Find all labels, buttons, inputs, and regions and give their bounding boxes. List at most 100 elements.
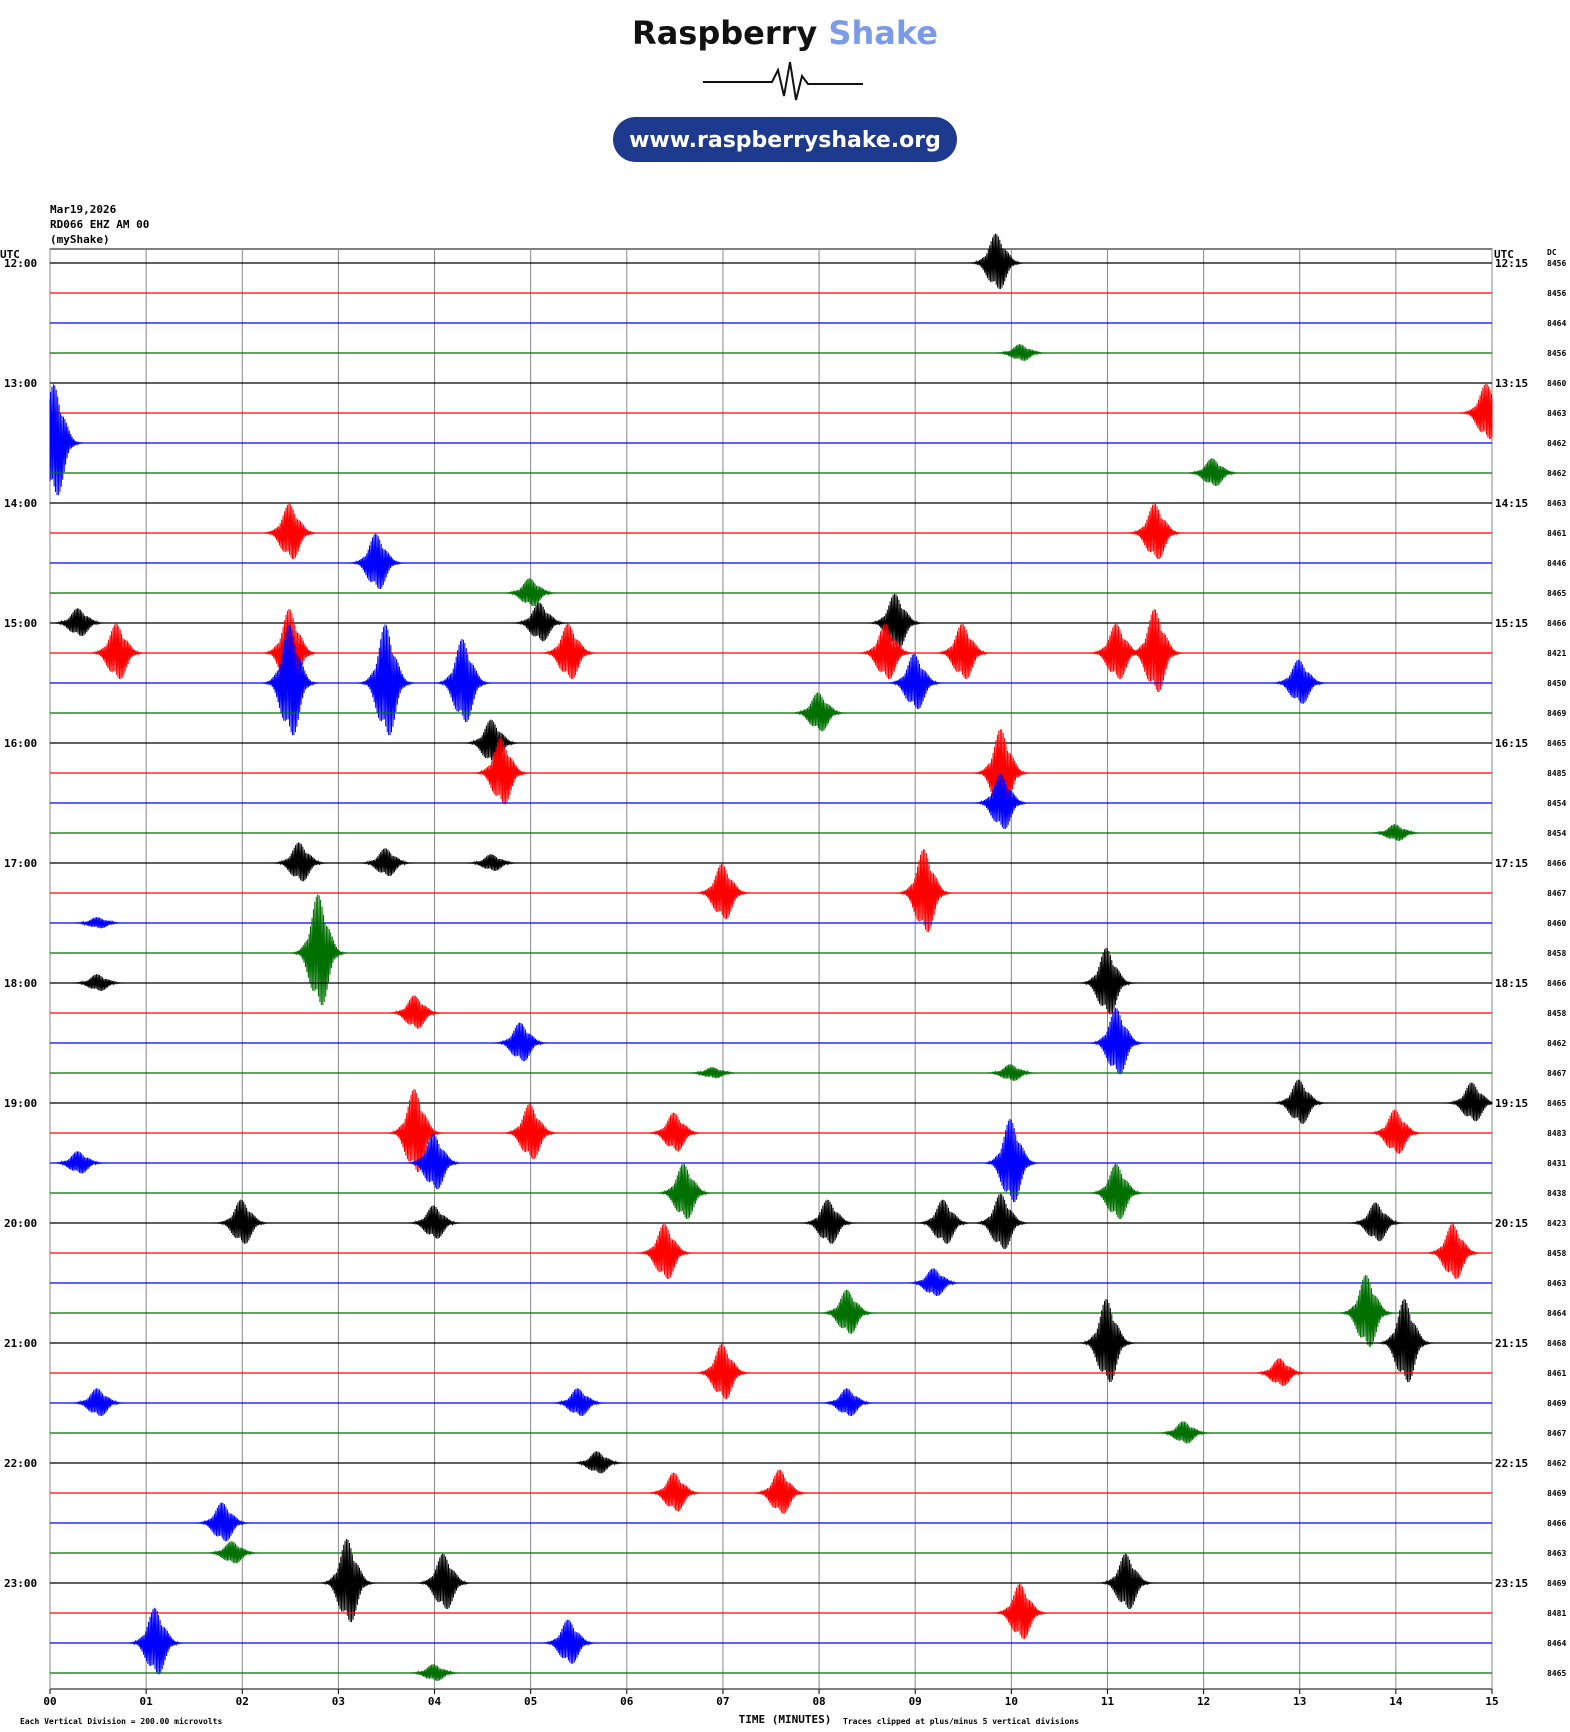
seismic-burst	[290, 894, 349, 1006]
seismic-burst	[1078, 1298, 1137, 1383]
x-tick-label: 09	[909, 1695, 922, 1708]
x-tick-label: 02	[236, 1695, 249, 1708]
dc-value: 8423	[1547, 1219, 1566, 1228]
seismic-burst	[694, 1343, 752, 1400]
seismic-burst	[982, 1118, 1041, 1203]
seismic-burst	[1251, 1358, 1310, 1387]
dc-value: 8438	[1547, 1189, 1566, 1198]
dc-value: 8463	[1547, 1279, 1566, 1288]
seismic-burst	[1424, 1223, 1483, 1280]
time-label-left: 20:00	[4, 1217, 37, 1230]
time-label-left: 21:00	[4, 1337, 37, 1350]
seismic-burst	[905, 1268, 964, 1297]
seismic-burst	[1097, 1553, 1156, 1610]
dc-value: 8465	[1547, 1099, 1566, 1108]
dc-value: 8468	[1547, 1339, 1566, 1348]
seismic-burst	[1367, 824, 1425, 841]
seismic-burst	[319, 1538, 378, 1623]
time-label-left: 23:00	[4, 1577, 37, 1590]
seismic-burst	[213, 1199, 272, 1244]
dc-value: 8460	[1547, 919, 1566, 928]
seismic-burst	[819, 1289, 877, 1334]
dc-value: 8464	[1547, 1639, 1566, 1648]
utc-left: UTC	[0, 248, 20, 261]
seismic-burst	[934, 623, 993, 680]
note-left: Each Vertical Division = 200.00 microvol…	[20, 1716, 222, 1726]
seismic-burst	[540, 623, 599, 680]
seismic-burst	[895, 848, 954, 933]
note-right: Traces clipped at plus/minus 5 vertical …	[843, 1716, 1079, 1726]
x-tick-label: 12	[1197, 1695, 1210, 1708]
seismic-burst	[357, 624, 416, 736]
seismic-burst	[69, 917, 127, 929]
dc-value: 8483	[1547, 1129, 1566, 1138]
dc-value: 8485	[1547, 769, 1566, 778]
x-tick-label: 05	[524, 1695, 537, 1708]
x-tick-label: 15	[1485, 1695, 1498, 1708]
dc-value: 8466	[1547, 1519, 1566, 1528]
x-tick-label: 03	[332, 1695, 345, 1708]
station: RD066 EHZ AM 00	[50, 218, 149, 231]
seismic-burst	[655, 1163, 714, 1220]
x-tick-label: 07	[716, 1695, 729, 1708]
dc-value: 8467	[1547, 889, 1566, 898]
seismic-burst	[261, 608, 320, 693]
seismic-burst	[126, 1607, 185, 1675]
x-tick-label: 00	[43, 1695, 56, 1708]
seismic-burst	[347, 533, 406, 590]
seismic-burst	[492, 1022, 550, 1062]
seismic-burst	[511, 602, 570, 642]
time-label-left: 13:00	[4, 377, 37, 390]
time-label-right: 21:15	[1495, 1337, 1528, 1350]
date: Mar19,2026	[50, 203, 117, 216]
time-label-left: 17:00	[4, 857, 37, 870]
time-label-right: 23:15	[1495, 1577, 1528, 1590]
dc-value: 8458	[1547, 1249, 1566, 1258]
dc-value: 8462	[1547, 469, 1566, 478]
seismic-burst	[972, 1193, 1031, 1250]
seismic-burst	[463, 719, 522, 764]
time-label-right: 19:15	[1495, 1097, 1528, 1110]
seismic-burst	[867, 593, 925, 650]
seismic-burst	[857, 623, 916, 680]
seismic-burst	[261, 624, 320, 736]
time-label-left: 18:00	[4, 977, 37, 990]
seismic-burst	[1126, 608, 1185, 693]
time-label-left: 14:00	[4, 497, 37, 510]
seismic-burst	[1376, 1298, 1435, 1383]
logo-brand-accent: Shake	[828, 14, 938, 52]
seismic-burst	[992, 344, 1050, 361]
seismic-burst	[1443, 1082, 1493, 1122]
seismic-burst	[819, 1388, 877, 1417]
time-label-right: 15:15	[1495, 617, 1528, 630]
seismic-burst	[982, 1064, 1041, 1081]
time-label-right: 14:15	[1495, 497, 1528, 510]
dc-value: 8461	[1547, 1369, 1566, 1378]
x-tick-label: 06	[620, 1695, 634, 1708]
dc-value: 8450	[1547, 679, 1566, 688]
url-button[interactable]	[613, 117, 957, 162]
seismic-burst	[1126, 503, 1185, 560]
dc-value: 8464	[1547, 319, 1566, 328]
seismic-burst	[1088, 1007, 1147, 1075]
time-label-left: 16:00	[4, 737, 37, 750]
dc-value: 8454	[1547, 829, 1566, 838]
x-tick-label: 08	[812, 1695, 825, 1708]
seismic-burst	[49, 384, 84, 496]
seismic-burst	[549, 1388, 608, 1417]
dc-value: 8469	[1547, 1579, 1566, 1588]
seismic-burst	[501, 1103, 560, 1160]
time-label-left: 12:00	[4, 257, 37, 270]
time-label-right: 16:15	[1495, 737, 1528, 750]
url-text[interactable]: www.raspberryshake.org	[629, 128, 941, 153]
dc-value: 8463	[1547, 409, 1566, 418]
seismic-burst	[203, 1541, 262, 1564]
dc-value: 8469	[1547, 709, 1566, 718]
seismic-burst	[69, 1388, 127, 1417]
dc-value: 8464	[1547, 1309, 1566, 1318]
seismic-burst	[463, 854, 522, 871]
seismic-burst	[405, 1664, 464, 1681]
seismic-burst	[405, 1133, 464, 1190]
dc-value: 8466	[1547, 619, 1566, 628]
seismic-burst	[434, 638, 493, 723]
